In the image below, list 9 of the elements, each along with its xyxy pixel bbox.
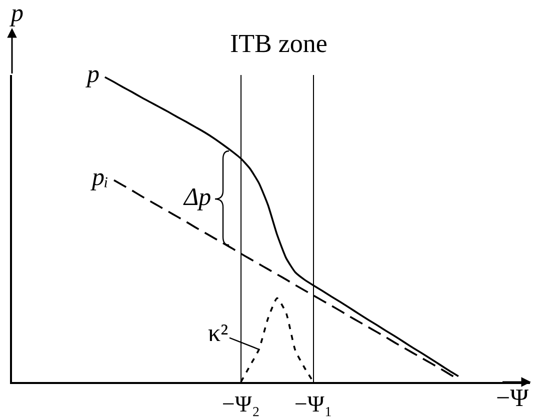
x-tick-label: −Ψ₂ [222, 391, 260, 416]
x-tick-label: −Ψ₁ [294, 391, 332, 416]
annotation: Δp [183, 184, 212, 211]
legend-label: κ² [208, 320, 228, 347]
text: ITB zone [230, 29, 328, 58]
series-label: p [85, 61, 100, 88]
y-axis-title: p [9, 0, 24, 27]
series-label: pᵢ [90, 164, 108, 191]
x-axis-title: −Ψ [496, 385, 530, 412]
